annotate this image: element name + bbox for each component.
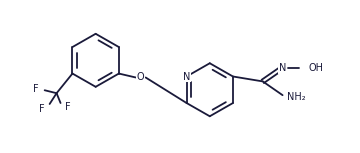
Text: F: F	[64, 102, 70, 112]
Text: F: F	[33, 84, 39, 94]
Text: O: O	[137, 73, 144, 82]
Text: N: N	[183, 71, 190, 82]
Text: F: F	[39, 104, 45, 114]
Text: NH₂: NH₂	[287, 92, 305, 102]
Text: OH: OH	[309, 63, 323, 73]
Text: N: N	[279, 63, 286, 73]
